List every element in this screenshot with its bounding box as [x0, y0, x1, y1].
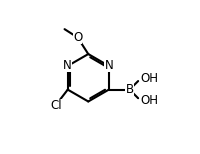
Text: Cl: Cl	[50, 99, 62, 111]
Text: B: B	[125, 83, 134, 96]
Text: OH: OH	[140, 72, 158, 85]
Text: N: N	[104, 59, 113, 72]
Text: OH: OH	[140, 94, 158, 107]
Text: O: O	[73, 31, 82, 44]
Text: N: N	[63, 59, 72, 72]
